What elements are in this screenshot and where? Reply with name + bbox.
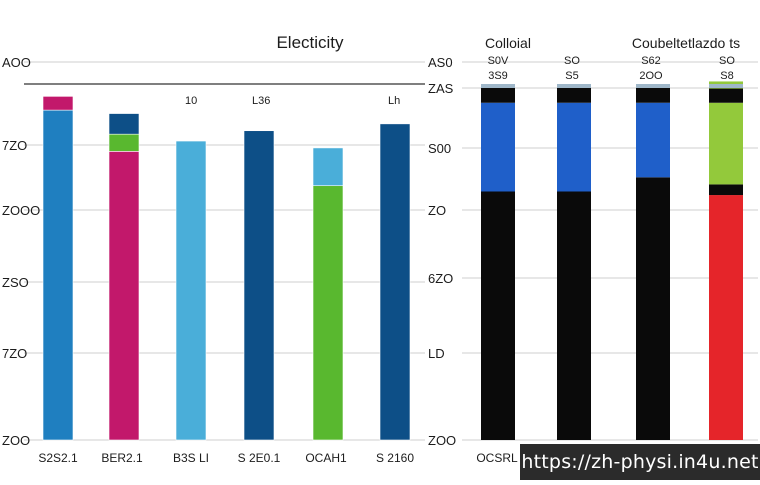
left-header-label: Lh bbox=[388, 95, 400, 107]
left-y-tick-label: 7ZO bbox=[2, 346, 27, 361]
left-header-label: 10 bbox=[185, 95, 197, 107]
left-bar-segment bbox=[175, 140, 207, 441]
left-header-label: L36 bbox=[252, 95, 270, 107]
right-bar-segment bbox=[557, 102, 591, 192]
right-header-label-bottom: S8 bbox=[720, 70, 733, 82]
right-bar-segment bbox=[636, 85, 670, 103]
right-chart-subtitle: Coubeltetlazdo ts bbox=[632, 35, 740, 51]
right-header-label-top: S0V bbox=[488, 55, 509, 67]
right-header-label-bottom: 2OO bbox=[639, 70, 663, 82]
left-x-tick-label: S2S2.1 bbox=[38, 451, 78, 465]
right-header-label-top: SO bbox=[564, 55, 580, 67]
right-bar-segment bbox=[709, 184, 743, 196]
left-x-tick-label: S 2E0.1 bbox=[238, 451, 281, 465]
left-x-tick-label: B3S LI bbox=[173, 451, 209, 465]
right-bar-cap bbox=[709, 84, 743, 88]
left-chart-title: Electicity bbox=[276, 33, 344, 52]
right-y-tick-label: AS0 bbox=[428, 55, 453, 70]
left-bar-segment bbox=[312, 147, 344, 187]
right-y-tick-label: 6ZO bbox=[428, 271, 453, 286]
right-header-label-top: S62 bbox=[641, 55, 661, 67]
left-bar-segment bbox=[108, 113, 140, 135]
right-y-tick-label: ZOO bbox=[428, 433, 456, 448]
right-bar-segment bbox=[636, 102, 670, 178]
right-bar-cap bbox=[636, 84, 670, 88]
left-x-tick-label: OCAH1 bbox=[305, 451, 347, 465]
left-bar-segment bbox=[108, 133, 140, 152]
right-bar-cap bbox=[481, 84, 515, 88]
left-y-tick-label: ZOO bbox=[2, 433, 30, 448]
left-bar-segment bbox=[108, 151, 140, 441]
left-bar-segment bbox=[42, 109, 74, 441]
right-bar-segment bbox=[481, 191, 515, 440]
right-header-label-top: SO bbox=[719, 55, 735, 67]
right-y-tick-label: ZO bbox=[428, 203, 446, 218]
right-y-tick-label: S00 bbox=[428, 141, 451, 156]
right-chart-title: Colloial bbox=[485, 35, 531, 51]
right-y-tick-label: LD bbox=[428, 346, 445, 361]
watermark-url: https://zh-physi.in4u.net bbox=[520, 444, 760, 480]
left-bar-segment bbox=[243, 130, 275, 441]
left-bar-segment bbox=[312, 185, 344, 441]
right-bar-segment bbox=[557, 85, 591, 103]
right-x-tick-label: OCSRL bbox=[476, 451, 518, 465]
right-bar-segment bbox=[557, 191, 591, 440]
left-x-tick-label: BER2.1 bbox=[101, 451, 143, 465]
right-bar-segment bbox=[709, 195, 743, 440]
left-y-tick-label: 7ZO bbox=[2, 138, 27, 153]
left-bar-segment bbox=[379, 123, 411, 441]
left-y-tick-label: ZSO bbox=[2, 275, 29, 290]
right-header-label-bottom: 3S9 bbox=[488, 70, 508, 82]
right-bar-segment bbox=[709, 88, 743, 103]
left-y-tick-label: ZOOO bbox=[2, 203, 40, 218]
right-header-label-bottom: S5 bbox=[565, 70, 578, 82]
left-bar-segment bbox=[42, 96, 74, 111]
right-y-tick-label: ZAS bbox=[428, 81, 454, 96]
left-x-tick-label: S 2160 bbox=[376, 451, 414, 465]
right-bar-segment bbox=[481, 85, 515, 103]
left-y-tick-label: AOO bbox=[2, 55, 31, 70]
right-bar-segment bbox=[636, 177, 670, 441]
right-bar-segment bbox=[709, 102, 743, 185]
right-bar-segment bbox=[481, 102, 515, 192]
right-bar-cap bbox=[557, 84, 591, 88]
